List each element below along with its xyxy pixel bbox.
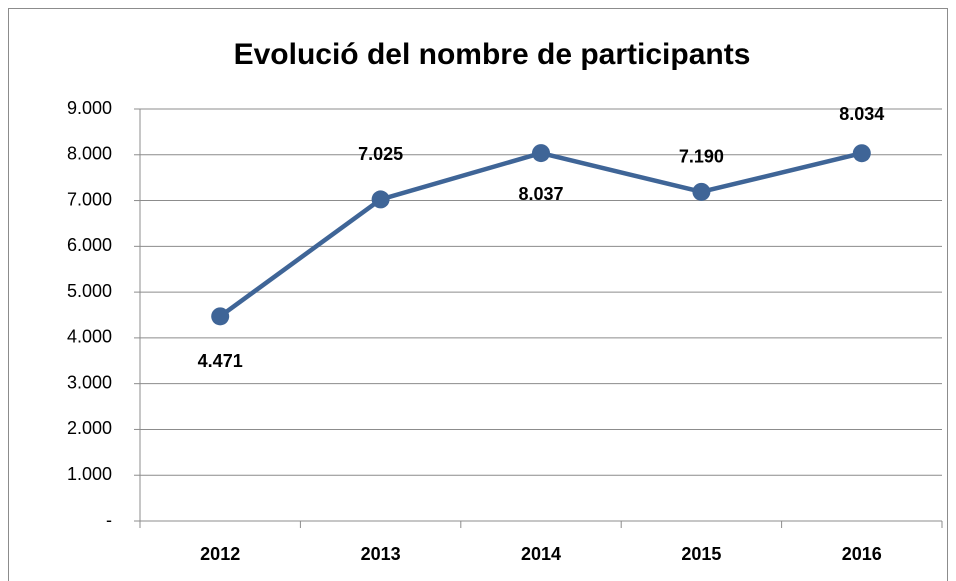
data-point [211, 307, 230, 326]
y-tick-label: 5.000 [67, 281, 112, 301]
y-tick-label: - [106, 510, 112, 530]
x-tick-label: 2013 [361, 544, 401, 564]
y-tick-label: 9.000 [67, 98, 112, 118]
x-tick-label: 2012 [200, 544, 240, 564]
y-tick-label: 8.000 [67, 144, 112, 164]
chart-title: Evolució del nombre de participants [234, 38, 751, 71]
data-point [692, 182, 711, 201]
data-label: 4.471 [198, 351, 243, 371]
y-tick-label: 4.000 [67, 327, 112, 347]
y-tick-label: 3.000 [67, 372, 112, 392]
y-tick-label: 1.000 [67, 464, 112, 484]
y-tick-label: 6.000 [67, 235, 112, 255]
data-point [852, 144, 871, 163]
x-tick-label: 2015 [681, 544, 721, 564]
y-tick-label: 7.000 [67, 189, 112, 209]
data-point [371, 190, 390, 209]
x-tick-label: 2016 [842, 544, 882, 564]
x-tick-label: 2014 [521, 544, 561, 564]
data-label: 8.037 [518, 184, 563, 204]
data-label: 7.025 [358, 144, 403, 164]
chart-frame [8, 8, 948, 581]
y-tick-label: 2.000 [67, 418, 112, 438]
data-point [532, 144, 550, 163]
data-label: 7.190 [679, 147, 724, 167]
data-label: 8.034 [839, 104, 884, 124]
